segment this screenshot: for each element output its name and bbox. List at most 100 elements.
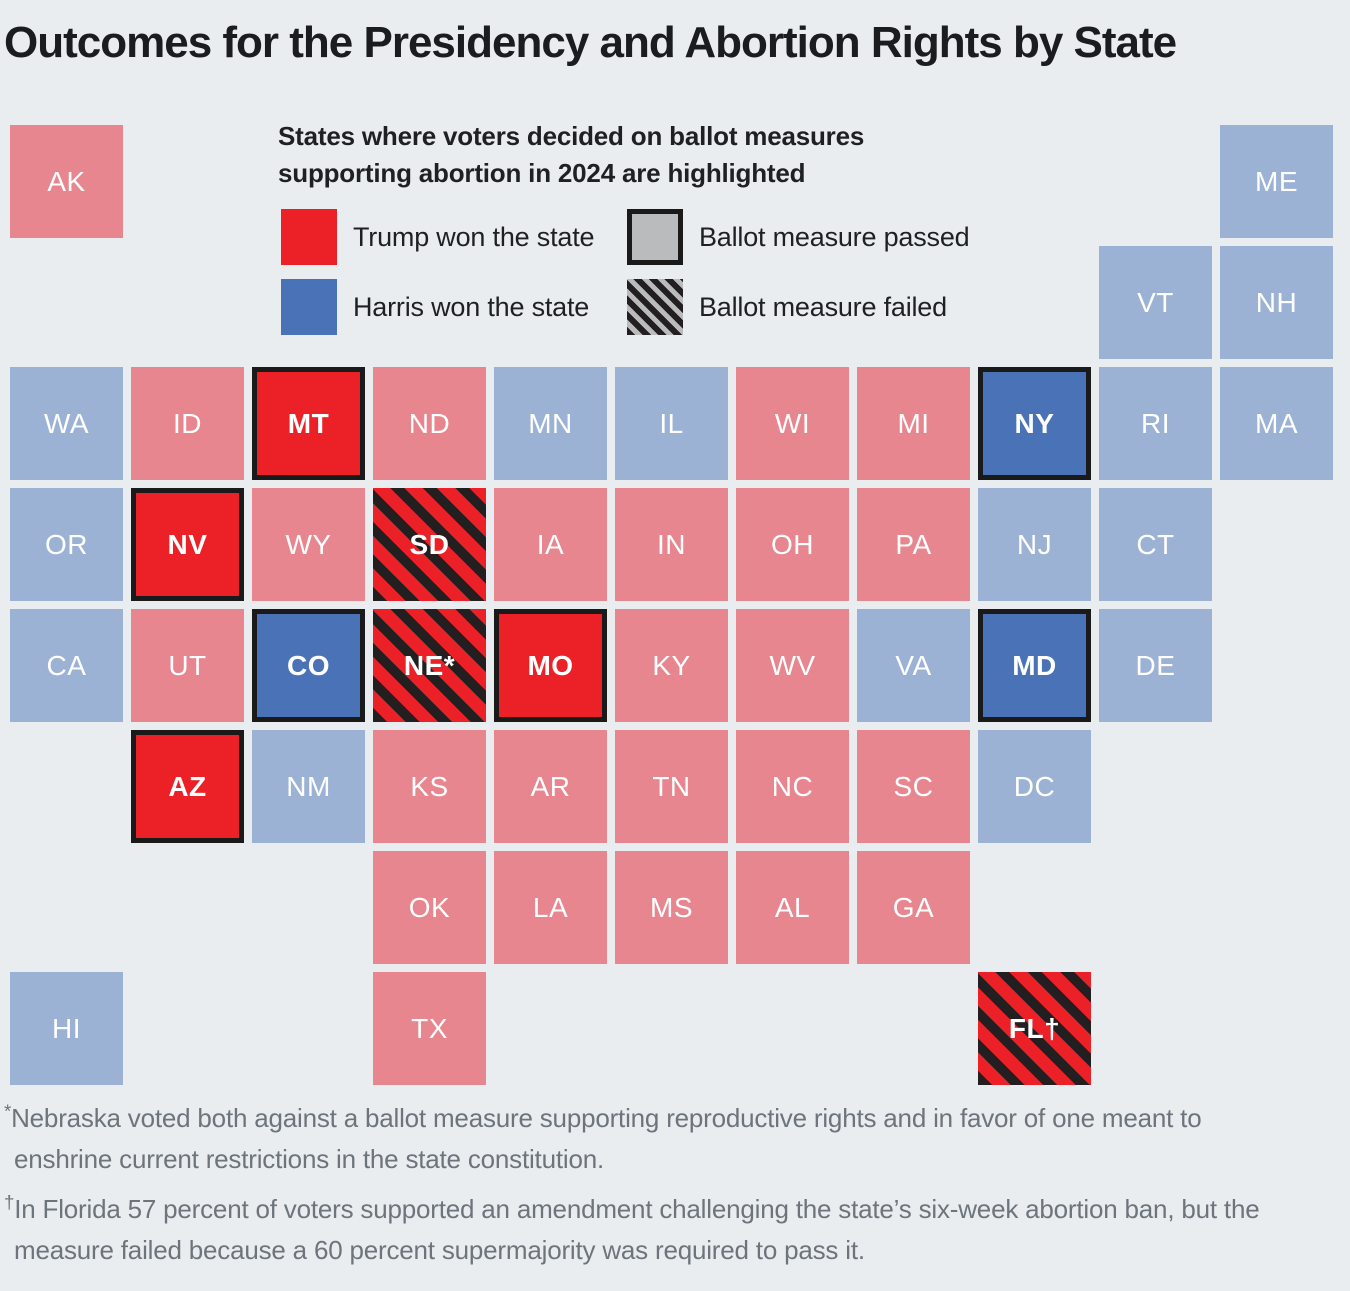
state-tile-co: CO — [252, 609, 365, 722]
state-tile-ut: UT — [131, 609, 244, 722]
state-tile-nv: NV — [131, 488, 244, 601]
legend-heading-line-1: States where voters decided on ballot me… — [278, 121, 865, 151]
state-tile-md: MD — [978, 609, 1091, 722]
state-label-nv: NV — [167, 528, 208, 560]
state-label-md: MD — [1012, 649, 1057, 681]
footnotes: *Nebraska voted both against a ballot me… — [4, 1098, 1346, 1271]
state-tile-dc: DC — [978, 730, 1091, 843]
state-tile-la: LA — [494, 851, 607, 964]
state-tile-or: OR — [10, 488, 123, 601]
state-tile-nc: NC — [736, 730, 849, 843]
legend-item-harris: Harris won the state — [281, 279, 589, 335]
dagger-marker: † — [4, 1191, 15, 1213]
state-tile-map: AK ME VT NH WA ID MT ND MN IL WI MI NY RI MA OR NV WY SD IA… — [10, 125, 1333, 1085]
measure-failed-swatch-icon — [627, 279, 683, 335]
state-label-tn: TN — [652, 770, 691, 802]
state-tile-az: AZ — [131, 730, 244, 843]
state-tile-ct: CT — [1099, 488, 1212, 601]
legend-item-trump: Trump won the state — [281, 209, 595, 265]
state-label-nc: NC — [771, 770, 814, 802]
state-tile-mn: MN — [494, 367, 607, 480]
state-label-ne: NE* — [403, 649, 456, 681]
state-label-or: OR — [45, 528, 88, 560]
state-tile-tx: TX — [373, 972, 486, 1085]
state-label-wa: WA — [43, 407, 90, 439]
state-tile-ok: OK — [373, 851, 486, 964]
state-label-nm: NM — [286, 770, 331, 802]
state-tile-ri: RI — [1099, 367, 1212, 480]
footnote-line: *Nebraska voted both against a ballot me… — [4, 1100, 1202, 1133]
state-label-ar: AR — [530, 770, 571, 802]
state-tile-me: ME — [1220, 125, 1333, 238]
state-label-nj: NJ — [1016, 528, 1053, 560]
state-tile-ia: IA — [494, 488, 607, 601]
measure-passed-swatch-icon — [627, 209, 683, 265]
state-tile-vt: VT — [1099, 246, 1212, 359]
state-label-me: ME — [1255, 165, 1298, 197]
state-tile-al: AL — [736, 851, 849, 964]
legend-item-label: Ballot measure passed — [699, 221, 970, 252]
harris-won-swatch-icon — [281, 279, 337, 335]
legend-item-label: Trump won the state — [353, 221, 595, 252]
state-label-pa: PA — [895, 528, 932, 560]
state-tile-nm: NM — [252, 730, 365, 843]
state-label-ia: IA — [536, 528, 565, 560]
state-tile-wa: WA — [10, 367, 123, 480]
state-tile-ny: NY — [978, 367, 1091, 480]
state-label-nd: ND — [408, 407, 451, 439]
state-label-az: AZ — [168, 770, 207, 802]
legend-item-label: Ballot measure failed — [699, 291, 947, 322]
footnote-florida: †In Florida 57 percent of voters support… — [4, 1189, 1346, 1271]
state-label-ok: OK — [408, 891, 451, 923]
state-label-mt: MT — [287, 407, 330, 439]
state-tile-pa: PA — [857, 488, 970, 601]
legend-item-measure-passed: Ballot measure passed — [627, 209, 970, 265]
state-tile-id: ID — [131, 367, 244, 480]
state-label-vt: VT — [1137, 286, 1174, 318]
state-tile-mi: MI — [857, 367, 970, 480]
state-label-ct: CT — [1136, 528, 1175, 560]
state-label-id: ID — [173, 407, 202, 439]
state-tile-ne: NE* — [373, 609, 486, 722]
state-tile-ky: KY — [615, 609, 728, 722]
state-tile-ma: MA — [1220, 367, 1333, 480]
state-label-wv: WV — [769, 649, 816, 681]
state-tile-ks: KS — [373, 730, 486, 843]
state-label-ga: GA — [892, 891, 935, 923]
state-tile-oh: OH — [736, 488, 849, 601]
state-label-tx: TX — [411, 1012, 448, 1044]
state-tile-wv: WV — [736, 609, 849, 722]
state-label-fl: FL† — [1008, 1012, 1061, 1044]
legend-heading-line-2: supporting abortion in 2024 are highligh… — [278, 158, 806, 188]
state-tile-tn: TN — [615, 730, 728, 843]
state-label-ny: NY — [1014, 407, 1055, 439]
state-label-mi: MI — [897, 407, 930, 439]
state-tile-va: VA — [857, 609, 970, 722]
state-tile-de: DE — [1099, 609, 1212, 722]
state-label-dc: DC — [1013, 770, 1056, 802]
state-tile-wy: WY — [252, 488, 365, 601]
state-label-in: IN — [657, 528, 686, 560]
state-label-ca: CA — [46, 649, 87, 681]
state-tile-mt: MT — [252, 367, 365, 480]
state-label-va: VA — [895, 649, 932, 681]
state-tile-il: IL — [615, 367, 728, 480]
state-label-ut: UT — [168, 649, 207, 681]
state-label-al: AL — [774, 891, 811, 923]
trump-won-swatch-icon — [281, 209, 337, 265]
state-label-sc: SC — [893, 770, 934, 802]
footnote-nebraska: *Nebraska voted both against a ballot me… — [4, 1098, 1346, 1180]
legend-heading: States where voters decided on ballot me… — [278, 118, 864, 192]
footnote-line: enshrine current restrictions in the sta… — [14, 1144, 604, 1174]
state-label-la: LA — [532, 891, 569, 923]
state-label-ky: KY — [652, 649, 691, 681]
state-tile-ca: CA — [10, 609, 123, 722]
state-label-il: IL — [659, 407, 684, 439]
state-tile-nd: ND — [373, 367, 486, 480]
state-label-sd: SD — [409, 528, 450, 560]
state-label-wi: WI — [774, 407, 811, 439]
state-tile-nj: NJ — [978, 488, 1091, 601]
state-label-mo: MO — [527, 649, 574, 681]
state-tile-ga: GA — [857, 851, 970, 964]
